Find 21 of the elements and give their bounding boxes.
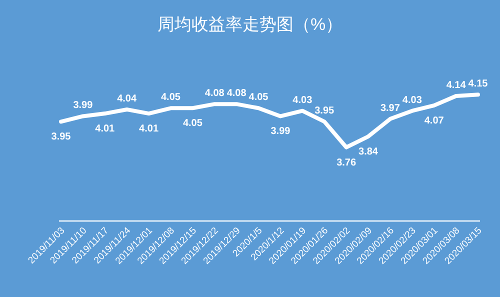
data-label: 4.03 bbox=[292, 94, 313, 106]
data-label: 4.14 bbox=[446, 80, 466, 91]
data-label: 4.01 bbox=[139, 124, 159, 135]
data-label: 3.95 bbox=[314, 106, 335, 117]
data-label: 4.04 bbox=[117, 93, 138, 104]
data-label: 4.15 bbox=[468, 78, 488, 90]
data-label: 4.08 bbox=[226, 88, 247, 100]
data-label: 4.01 bbox=[95, 124, 116, 135]
chart-title: 周均收益率走势图（%） bbox=[157, 15, 343, 34]
data-label: 3.97 bbox=[380, 102, 400, 114]
data-label: 4.07 bbox=[424, 115, 444, 126]
data-label: 4.05 bbox=[161, 92, 181, 104]
data-label: 3.84 bbox=[358, 146, 378, 158]
data-label: 3.76 bbox=[336, 157, 356, 168]
data-label: 4.05 bbox=[182, 118, 203, 130]
data-label: 3.95 bbox=[51, 132, 72, 143]
data-label: 4.05 bbox=[248, 92, 269, 104]
data-label: 4.08 bbox=[204, 88, 225, 100]
data-label: 3.99 bbox=[73, 100, 94, 112]
data-label: 4.03 bbox=[402, 94, 422, 106]
data-label: 3.99 bbox=[270, 126, 291, 138]
